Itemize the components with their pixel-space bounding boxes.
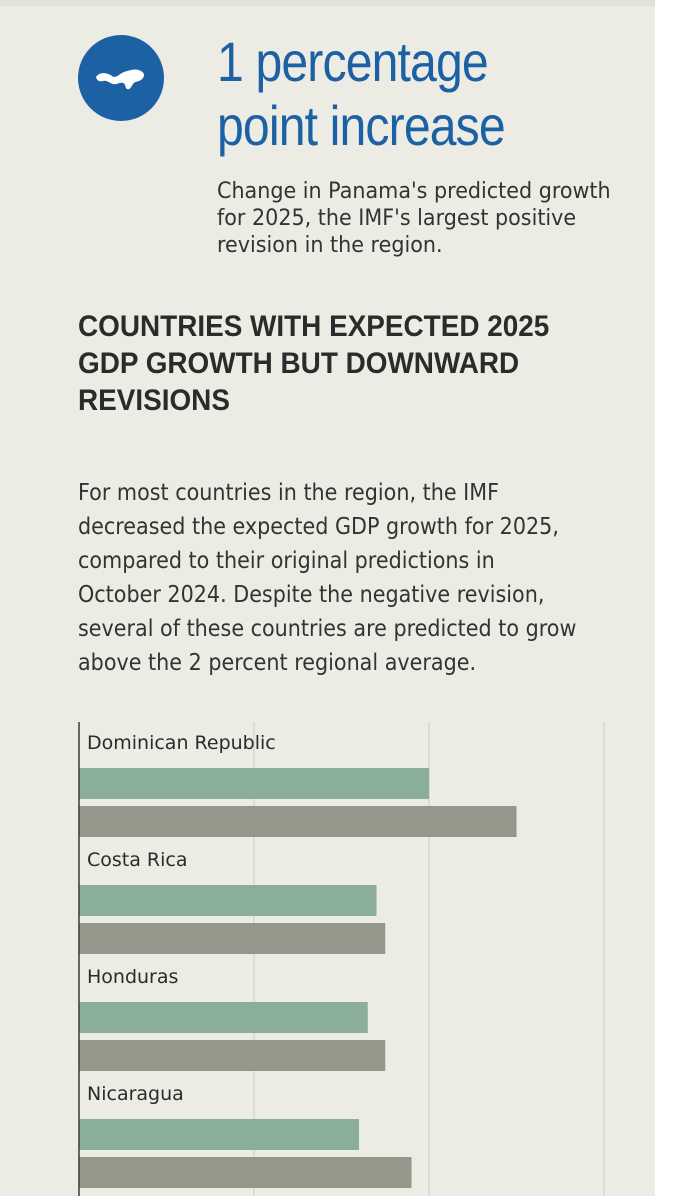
bar — [79, 923, 386, 954]
bar — [79, 1040, 386, 1071]
bar — [79, 1002, 368, 1033]
category-label: Costa Rica — [87, 849, 188, 871]
bar-chart: Dominican Republic Costa Rica Honduras Nica… — [78, 722, 605, 1196]
panama-badge — [78, 35, 164, 121]
bar — [79, 1119, 359, 1150]
bar — [79, 885, 377, 916]
bar — [79, 768, 429, 799]
category-label: Dominican Republic — [87, 732, 276, 754]
bar — [79, 806, 517, 837]
section-description: For most countries in the region, the IM… — [78, 480, 577, 676]
panama-map-icon — [96, 69, 144, 90]
stat-caption: Change in Panama's predicted growth for … — [217, 179, 611, 258]
category-label: Nicaragua — [87, 1083, 184, 1105]
infographic-panel: 1 percentage point increase Change in Pa… — [0, 0, 655, 1196]
top-divider — [0, 0, 655, 6]
section-heading: COUNTRIES WITH EXPECTED 2025 GDP GROWTH … — [78, 310, 550, 417]
category-label: Honduras — [87, 966, 178, 988]
bar — [79, 1157, 412, 1188]
stat-headline: 1 percentage point increase — [217, 30, 506, 157]
